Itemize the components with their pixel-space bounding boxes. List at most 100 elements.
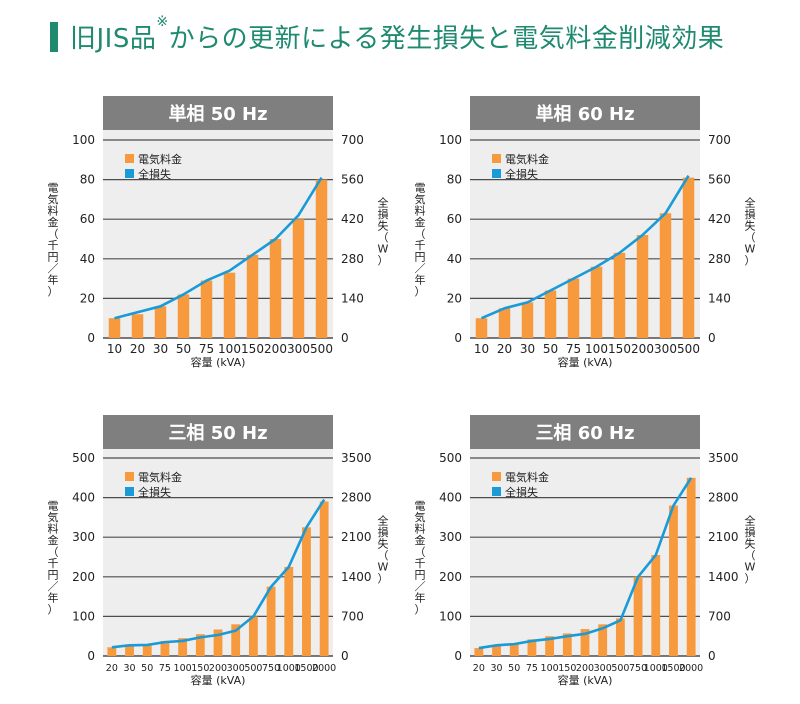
bar <box>248 616 258 656</box>
y-tick-label: 0 <box>87 649 95 663</box>
legend-bar-label: 電気料金 <box>138 470 182 484</box>
y-tick-label: 0 <box>454 649 462 663</box>
chart-header <box>470 96 700 130</box>
x-tick-label: 10 <box>474 342 489 356</box>
x-tick-label: 75 <box>526 663 538 674</box>
x-axis-label: 容量 (kVA) <box>558 355 613 369</box>
x-tick-label: 200 <box>209 663 227 674</box>
x-tick-label: 75 <box>159 663 171 674</box>
legend-line-label: 全損失 <box>138 167 171 181</box>
bar <box>223 272 236 338</box>
x-tick-label: 100 <box>541 663 559 674</box>
chart-4: 三相 60 Hz 0 0 100 700 200 1400 300 2100 400 2800 500… <box>415 415 756 687</box>
chart-title: 三相 50 Hz <box>168 423 267 444</box>
legend-bar-label: 電気料金 <box>138 152 182 166</box>
chart-title: 単相 60 Hz <box>535 103 634 125</box>
chart-3: 三相 50 Hz 0 0 100 700 200 1400 300 2100 400 2800 500… <box>48 415 389 687</box>
page-title-text: 旧JIS品※からの更新による発生損失と電気料金削減効果 <box>70 14 724 55</box>
bar <box>160 640 170 656</box>
bar <box>562 633 572 656</box>
x-tick-label: 300 <box>594 663 612 674</box>
x-tick-label: 2000 <box>312 663 336 674</box>
bar <box>266 586 276 656</box>
y-axis-label: 電気料金（千円／年） <box>415 181 426 298</box>
y-tick-label: 100 <box>72 609 95 623</box>
y2-tick-label: 0 <box>708 331 716 345</box>
x-tick-label: 100 <box>585 342 608 356</box>
bar <box>615 618 625 656</box>
bar <box>315 179 328 338</box>
legend-line-label: 全損失 <box>505 485 538 499</box>
legend-line-swatch <box>492 487 501 496</box>
x-tick-label: 150 <box>241 342 264 356</box>
page-title: 旧JIS品※からの更新による発生損失と電気料金削減効果 <box>50 14 724 55</box>
y2-tick-label: 140 <box>341 291 364 305</box>
x-tick-label: 100 <box>174 663 192 674</box>
x-tick-label: 30 <box>520 342 535 356</box>
y2-tick-label: 560 <box>341 173 364 187</box>
bar <box>567 278 580 338</box>
x-tick-label: 300 <box>654 342 677 356</box>
y-tick-label: 80 <box>80 173 95 187</box>
bar <box>125 645 134 656</box>
y2-tick-label: 560 <box>708 173 731 187</box>
bar <box>269 239 282 338</box>
y2-tick-label: 1400 <box>341 570 372 584</box>
y2-tick-label: 700 <box>341 609 364 623</box>
x-tick-label: 30 <box>123 663 135 674</box>
y-tick-label: 0 <box>454 331 462 345</box>
bar <box>131 314 144 338</box>
bar <box>613 252 626 338</box>
y-tick-label: 500 <box>439 451 462 465</box>
bar <box>492 644 501 656</box>
plot-background <box>470 449 700 656</box>
bar <box>302 527 311 656</box>
y-tick-label: 400 <box>439 491 462 505</box>
bar <box>475 318 488 338</box>
y2-tick-label: 0 <box>341 331 349 345</box>
y-tick-label: 200 <box>72 570 95 584</box>
bar <box>498 308 511 338</box>
chart-2: 単相 60 Hz 0 0 20 140 40 280 60 420 80 560 100 700 10 20… <box>415 96 756 369</box>
x-tick-label: 500 <box>310 342 333 356</box>
x-tick-label: 1500 <box>661 663 685 674</box>
chart-header <box>103 415 333 449</box>
bar <box>108 318 121 338</box>
legend-bar-label: 電気料金 <box>505 470 549 484</box>
bar <box>686 477 696 656</box>
title-main: 旧JIS品 <box>70 24 157 54</box>
x-tick-label: 150 <box>191 663 209 674</box>
x-tick-label: 10 <box>107 342 122 356</box>
y2-tick-label: 700 <box>708 133 731 147</box>
y2-tick-label: 0 <box>341 649 349 663</box>
bar <box>292 219 305 338</box>
bar <box>231 624 241 656</box>
x-axis-label: 容量 (kVA) <box>191 673 246 687</box>
x-tick-label: 200 <box>631 342 654 356</box>
bar <box>590 266 603 338</box>
x-tick-label: 150 <box>608 342 631 356</box>
x-tick-label: 75 <box>566 342 581 356</box>
legend-bar-swatch <box>125 472 134 481</box>
y2-tick-label: 1400 <box>708 570 739 584</box>
y2-tick-label: 2100 <box>708 530 739 544</box>
loss-line <box>114 176 323 320</box>
bar <box>509 643 519 656</box>
bar <box>580 629 590 656</box>
x-tick-label: 75 <box>199 342 214 356</box>
x-tick-label: 50 <box>543 342 558 356</box>
bar <box>669 505 678 656</box>
x-tick-label: 1000 <box>644 663 668 674</box>
y2-tick-label: 140 <box>708 291 731 305</box>
y2-tick-label: 0 <box>708 649 716 663</box>
y-tick-label: 0 <box>87 331 95 345</box>
x-tick-label: 30 <box>153 342 168 356</box>
y-tick-label: 80 <box>447 173 462 187</box>
x-tick-label: 20 <box>106 663 118 674</box>
bar <box>633 576 643 656</box>
y2-tick-label: 420 <box>708 212 731 226</box>
legend-bar-swatch <box>492 154 501 163</box>
y2-axis-label: 全損失（ W） <box>745 195 756 267</box>
bar <box>474 648 484 656</box>
x-tick-label: 100 <box>218 342 241 356</box>
